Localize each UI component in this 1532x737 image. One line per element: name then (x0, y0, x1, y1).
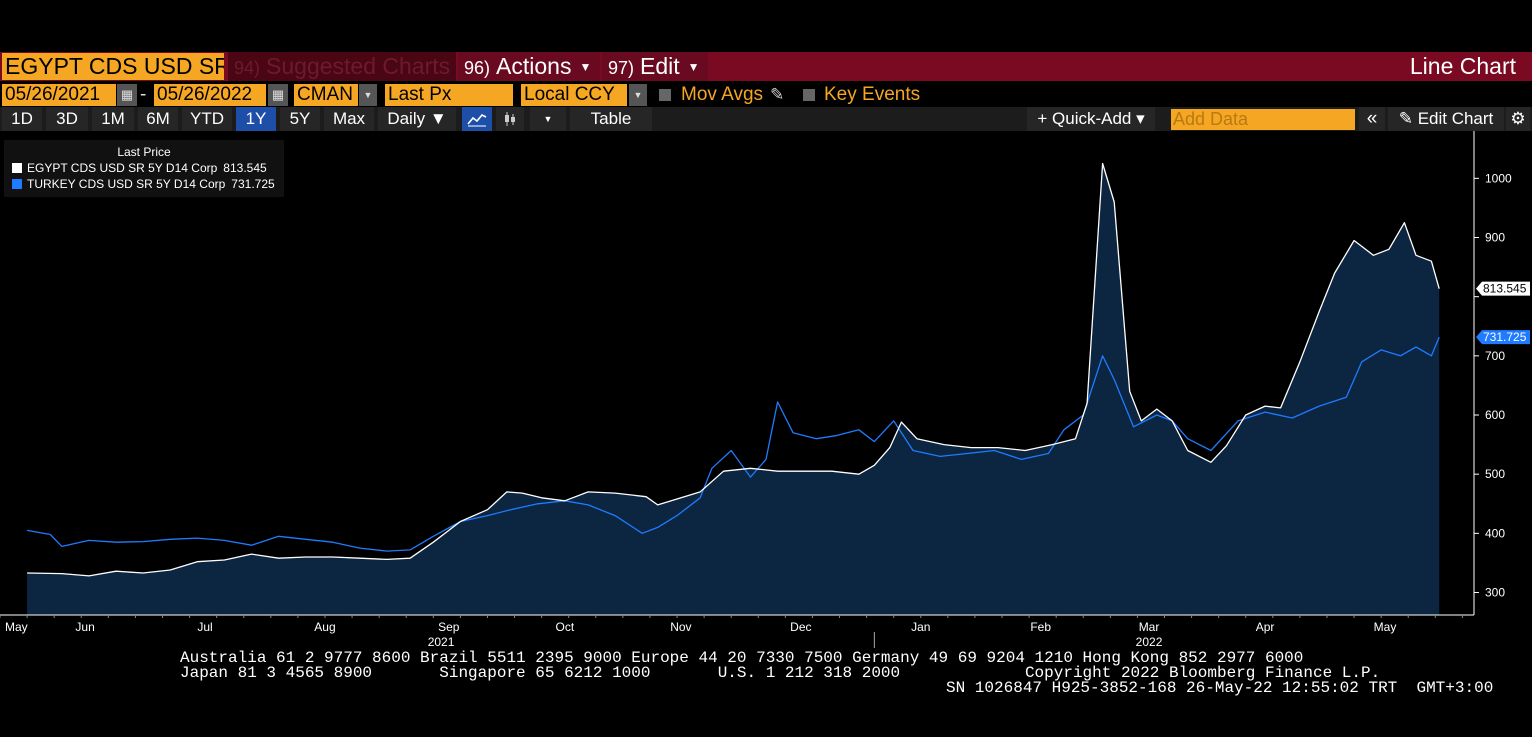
legend-swatch (12, 179, 22, 189)
egypt-price-tag: 813.545 (1476, 281, 1530, 296)
turkey-price-tag: 731.725 (1476, 330, 1530, 345)
y-tick-label: 400 (1485, 526, 1505, 540)
edit-chart-button[interactable]: ✎ Edit Chart (1388, 107, 1504, 131)
egypt-area-fill (27, 163, 1440, 615)
y-tick-label: 300 (1485, 586, 1505, 600)
line-chart[interactable]: 300 400 500 600 700 900 1000 May Jun Jul Aug Sep Oct… (0, 131, 1532, 651)
x-tick-label: Apr (1256, 620, 1275, 634)
chevron-down-icon[interactable]: ▼ (359, 84, 377, 106)
menu-number: 97) (608, 58, 635, 78)
footer-session-info: SN 1026847 H925-3852-168 26-May-22 12:55… (946, 679, 1494, 697)
price-tag-box (1476, 330, 1530, 345)
x-tick-label: Nov (670, 620, 691, 634)
range-button-max[interactable]: Max (324, 107, 374, 131)
frequency-select[interactable]: Daily ▼ (378, 107, 456, 131)
legend-title: Last Price (117, 145, 171, 159)
pencil-icon[interactable]: ✎ (770, 85, 785, 104)
x-tick-label: Feb (1030, 620, 1051, 634)
chevron-down-icon[interactable]: ▼ (530, 107, 566, 131)
date-range-separator: - (140, 84, 147, 105)
range-button-ytd[interactable]: YTD (182, 107, 232, 131)
y-tick-label: 1000 (1485, 171, 1512, 185)
footer-contacts-line-1: Australia 61 2 9777 8600 Brazil 5511 239… (180, 649, 1304, 667)
chart-axes: 300 400 500 600 700 900 1000 May Jun Jul Aug Sep Oct… (0, 131, 1530, 649)
suggested-charts-menu[interactable]: 94) Suggested Charts (228, 52, 456, 81)
line-chart-icon[interactable] (462, 107, 492, 131)
menu-label: Suggested Charts (266, 53, 451, 79)
price-tag-label: 813.545 (1483, 282, 1527, 296)
gear-icon[interactable]: ⚙ (1506, 107, 1530, 131)
range-button-1d[interactable]: 1D (2, 107, 42, 131)
y-tick-label: 900 (1485, 231, 1505, 245)
chart-legend[interactable]: Last Price EGYPT CDS USD SR 5Y D14 Corp 8… (4, 140, 284, 197)
menu-label: Edit (640, 53, 680, 79)
source-select[interactable]: CMAN (294, 84, 358, 106)
collapse-icon[interactable]: « (1359, 107, 1385, 131)
x-tick-label: May (5, 620, 28, 634)
range-button-5y[interactable]: 5Y (280, 107, 320, 131)
x-tick-label: Mar (1139, 620, 1160, 634)
legend-item-egypt[interactable]: EGYPT CDS USD SR 5Y D14 Corp 813.545 (12, 161, 267, 175)
range-button-1m[interactable]: 1M (92, 107, 134, 131)
price-tag-box (1476, 281, 1530, 296)
y-tick-label: 600 (1485, 408, 1505, 422)
key-events-checkbox[interactable] (803, 89, 815, 101)
legend-item-value: 731.725 (231, 177, 275, 191)
x-tick-label: Oct (556, 620, 575, 634)
turkey-series-line (26, 336, 1440, 552)
y-tick-label: 700 (1485, 349, 1505, 363)
calendar-icon[interactable]: ▦ (268, 84, 288, 106)
legend-item-value: 813.545 (223, 161, 267, 175)
mov-avgs-label[interactable]: Mov Avgs (681, 84, 764, 105)
add-data-input[interactable]: Add Data (1171, 109, 1355, 130)
legend-item-name: EGYPT CDS USD SR 5Y D14 Corp (27, 161, 218, 175)
edit-chart-label: Edit Chart (1417, 109, 1494, 128)
mov-avgs-checkbox[interactable] (659, 89, 671, 101)
chart-series-lines (26, 162, 1440, 577)
security-field[interactable]: EGYPT CDS USD SR (2, 53, 224, 80)
range-button-1y[interactable]: 1Y (236, 107, 276, 131)
start-date-input[interactable]: 05/26/2021 (2, 84, 116, 106)
chart-area-fills (27, 163, 1440, 615)
quick-add-button[interactable]: + Quick-Add ▾ (1027, 107, 1155, 131)
egypt-series-line (27, 162, 1440, 577)
caret-down-icon: ▼ (687, 60, 700, 74)
table-button[interactable]: Table (570, 107, 652, 131)
chevron-down-icon[interactable]: ▼ (629, 84, 647, 106)
x-tick-label: Sep (438, 620, 460, 634)
chart-type-label: Line Chart (1409, 53, 1516, 79)
year-label: 2022 (1136, 635, 1163, 649)
year-label: 2021 (428, 635, 455, 649)
range-button-6m[interactable]: 6M (138, 107, 178, 131)
legend-item-name: TURKEY CDS USD SR 5Y D14 Corp (27, 177, 226, 191)
menu-number: 96) (464, 58, 491, 78)
legend-swatch (12, 163, 22, 173)
x-tick-label: Jun (75, 620, 94, 634)
menu-number: 94) (234, 58, 261, 78)
actions-menu[interactable]: 96) Actions ▼ (458, 52, 600, 81)
currency-select[interactable]: Local CCY (521, 84, 627, 106)
edit-menu[interactable]: 97) Edit ▼ (602, 52, 708, 81)
pencil-icon: ✎ (1398, 109, 1418, 128)
x-tick-label: May (1374, 620, 1397, 634)
calendar-icon[interactable]: ▦ (117, 84, 137, 106)
menu-label: Actions (496, 53, 572, 79)
end-date-input[interactable]: 05/26/2022 (154, 84, 266, 106)
field-select[interactable]: Last Px (385, 84, 513, 106)
candlestick-icon[interactable] (496, 107, 524, 131)
legend-item-turkey[interactable]: TURKEY CDS USD SR 5Y D14 Corp 731.725 (12, 177, 275, 191)
x-tick-label: Jan (911, 620, 930, 634)
y-tick-label: 500 (1485, 467, 1505, 481)
price-tag-label: 731.725 (1483, 330, 1527, 344)
x-tick-label: Dec (790, 620, 811, 634)
footer-contacts-line-2: Japan 81 3 4565 8900 Singapore 65 6212 1… (180, 664, 1381, 682)
x-tick-label: Aug (314, 620, 335, 634)
x-tick-label: Jul (197, 620, 212, 634)
key-events-label[interactable]: Key Events (824, 84, 921, 105)
caret-down-icon: ▼ (579, 60, 592, 74)
range-button-3d[interactable]: 3D (46, 107, 88, 131)
